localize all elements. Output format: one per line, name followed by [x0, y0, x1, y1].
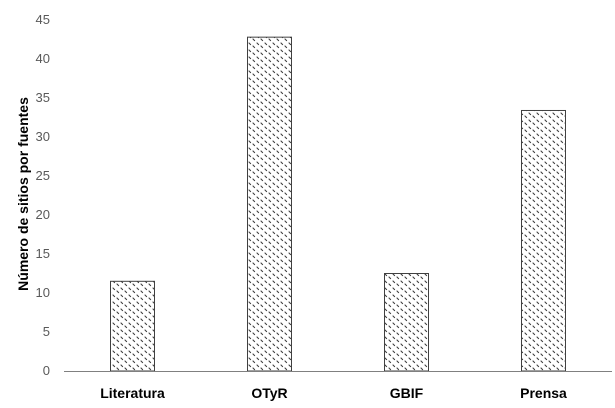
- x-tick-label: Prensa: [520, 385, 567, 401]
- y-tick-label: 35: [36, 90, 50, 105]
- bar-otyr: [247, 36, 292, 372]
- y-tick-label: 20: [36, 207, 50, 222]
- x-tick-label: Literatura: [100, 385, 165, 401]
- bars: [110, 36, 566, 372]
- y-tick-label: 10: [36, 285, 50, 300]
- bar-gbif: [384, 273, 429, 372]
- y-tick-label: 45: [36, 12, 50, 27]
- bar-literatura: [110, 280, 155, 372]
- y-axis-title: Número de sitios por fuentes: [15, 97, 31, 291]
- x-tick-label: OTyR: [251, 385, 287, 401]
- y-tick-label: 40: [36, 51, 50, 66]
- x-tick-label: GBIF: [390, 385, 424, 401]
- y-tick-label: 15: [36, 246, 50, 261]
- y-tick-label: 0: [43, 363, 50, 378]
- y-axis: 0 5 10 15 20 25 30 35 40 45: [36, 12, 50, 378]
- y-tick-label: 30: [36, 129, 50, 144]
- bar-prensa: [521, 109, 566, 372]
- y-tick-label: 5: [43, 324, 50, 339]
- y-tick-label: 25: [36, 168, 50, 183]
- x-axis: Literatura OTyR GBIF Prensa: [100, 385, 567, 401]
